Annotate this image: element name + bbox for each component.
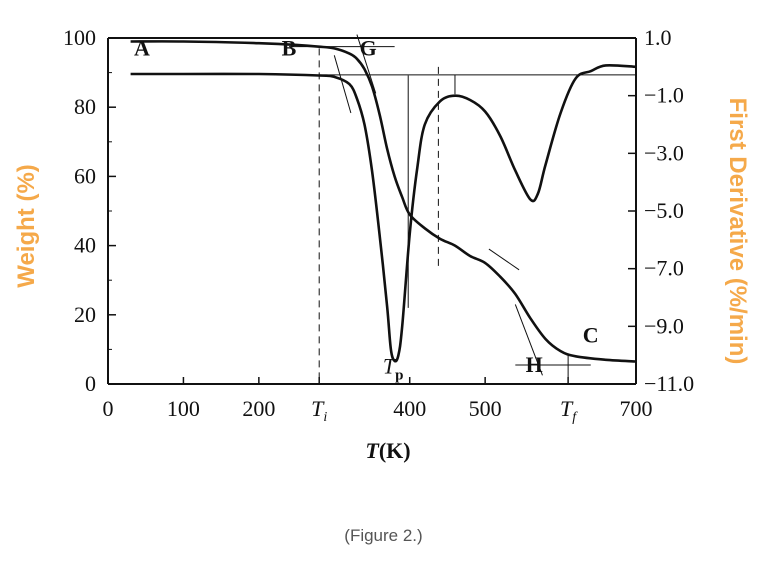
annotation-h: H: [526, 352, 543, 377]
construction-lines: [289, 34, 636, 384]
y-left-tick-label: 80: [74, 94, 96, 119]
y-left-tick-label: 0: [85, 371, 96, 396]
weight-curve: [130, 40, 637, 363]
x-tick-label: 0: [103, 396, 114, 421]
y-left-tick-label: 20: [74, 302, 96, 327]
tangent-onset: [333, 55, 352, 114]
annotation-g: G: [360, 35, 377, 60]
point-annotations: A B G Tp H C: [134, 35, 599, 383]
tangent-h-lower: [514, 304, 543, 376]
y-right-tick-label: 1.0: [644, 25, 672, 50]
x-tick-label: 700: [620, 396, 653, 421]
tangent-h-upper: [488, 248, 520, 271]
axis-tick-labels: 0 100 200 Ti 400 500 Tf 700 0 20 40 60 80 100 1.0 −1.0 −…: [63, 25, 694, 425]
x-tick-label: 200: [242, 396, 275, 421]
x-tick-label: 100: [167, 396, 200, 421]
y-left-tick-label: 60: [74, 163, 96, 188]
x-axis-title: T(K): [365, 438, 410, 463]
y-left-tick-label: 100: [63, 25, 96, 50]
y-axis-title-left: Weight (%): [13, 164, 40, 288]
annotation-a: A: [134, 35, 150, 60]
x-tick-label: Tf: [560, 396, 578, 425]
x-tick-label: 500: [469, 396, 502, 421]
x-tick-label: Ti: [311, 396, 327, 425]
figure-caption: (Figure 2.): [344, 526, 423, 545]
tangent-g: [356, 34, 377, 94]
y-right-tick-label: −11.0: [644, 371, 694, 396]
y-right-tick-label: −3.0: [644, 140, 684, 165]
derivative-curve: [130, 63, 637, 363]
x-tick-label: 400: [393, 396, 426, 421]
y-right-tick-label: −9.0: [644, 313, 684, 338]
y-right-tick-label: −1.0: [644, 83, 684, 108]
y-right-tick-label: −5.0: [644, 198, 684, 223]
y-right-tick-label: −7.0: [644, 256, 684, 281]
y-axis-title-right: First Derivative (%/min): [724, 98, 751, 365]
axis-ticks: [107, 37, 637, 385]
annotation-tp: Tp: [383, 354, 404, 384]
y-left-tick-label: 40: [74, 233, 96, 258]
annotation-b: B: [282, 35, 297, 60]
annotation-c: C: [583, 322, 599, 347]
data-curves: [130, 40, 637, 363]
